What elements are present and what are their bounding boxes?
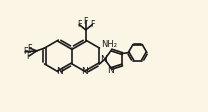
Text: N: N (56, 67, 63, 76)
Text: F: F (77, 20, 82, 29)
Text: F: F (27, 44, 32, 53)
Text: N: N (107, 66, 114, 75)
Text: F: F (27, 52, 31, 61)
Text: F: F (23, 47, 27, 56)
Text: F: F (90, 20, 94, 29)
Text: NH₂: NH₂ (102, 40, 118, 49)
Text: N: N (100, 55, 106, 64)
Text: F: F (83, 17, 88, 26)
Text: N: N (82, 67, 88, 76)
